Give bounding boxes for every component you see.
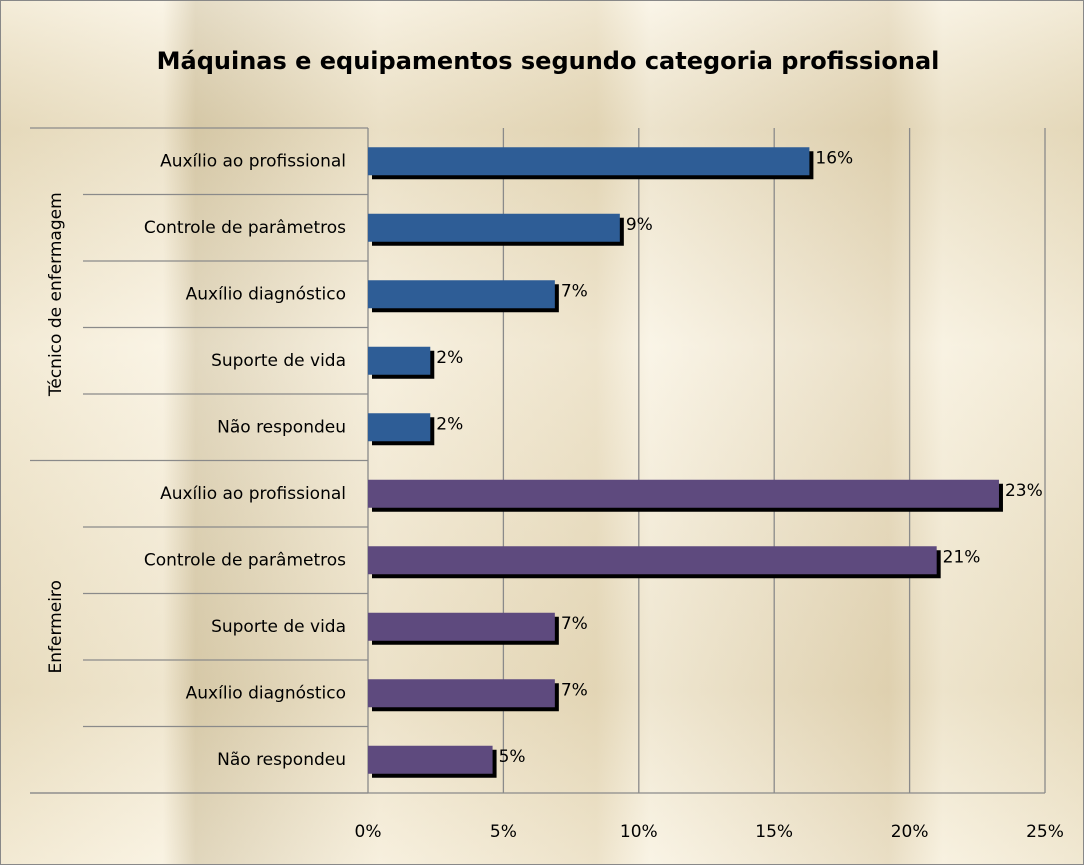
- data-label: 21%: [943, 547, 981, 567]
- y-tick-label: Controle de parâmetros: [144, 550, 346, 570]
- bar: [368, 546, 937, 575]
- bar: [368, 413, 431, 442]
- data-label: 2%: [436, 348, 463, 368]
- bar: [368, 213, 620, 242]
- data-label: 7%: [561, 614, 588, 634]
- y-tick-label: Auxílio ao profissional: [160, 151, 346, 171]
- chart-title: Máquinas e equipamentos segundo categori…: [157, 47, 940, 75]
- x-tick-label: 5%: [490, 822, 517, 842]
- bar: [368, 745, 493, 774]
- group-label: Enfermeiro: [46, 580, 66, 673]
- x-tick-label: 20%: [891, 822, 929, 842]
- y-tick-label: Não respondeu: [217, 417, 346, 437]
- y-tick-label: Auxílio ao profissional: [160, 484, 346, 504]
- bar: [368, 679, 555, 708]
- data-label: 5%: [499, 747, 526, 767]
- x-tick-label: 25%: [1026, 822, 1064, 842]
- y-tick-label: Não respondeu: [217, 750, 346, 770]
- y-tick-label: Auxílio diagnóstico: [186, 284, 346, 304]
- x-tick-label: 10%: [620, 822, 658, 842]
- bar: [368, 346, 431, 375]
- bar: [368, 280, 555, 309]
- bar: [368, 612, 555, 641]
- y-tick-label: Controle de parâmetros: [144, 218, 346, 238]
- bar: [368, 479, 999, 508]
- data-label: 7%: [561, 680, 588, 700]
- x-tick-label: 15%: [755, 822, 793, 842]
- y-tick-label: Suporte de vida: [211, 351, 346, 371]
- data-label: 9%: [626, 215, 653, 235]
- data-label: 2%: [436, 414, 463, 434]
- x-tick-label: 0%: [355, 822, 382, 842]
- bar: [368, 147, 810, 176]
- y-tick-label: Suporte de vida: [211, 617, 346, 637]
- data-label: 7%: [561, 281, 588, 301]
- group-label: Técnico de enfermagem: [46, 192, 66, 397]
- data-label: 23%: [1005, 481, 1043, 501]
- y-tick-label: Auxílio diagnóstico: [186, 683, 346, 703]
- data-label: 16%: [815, 148, 853, 168]
